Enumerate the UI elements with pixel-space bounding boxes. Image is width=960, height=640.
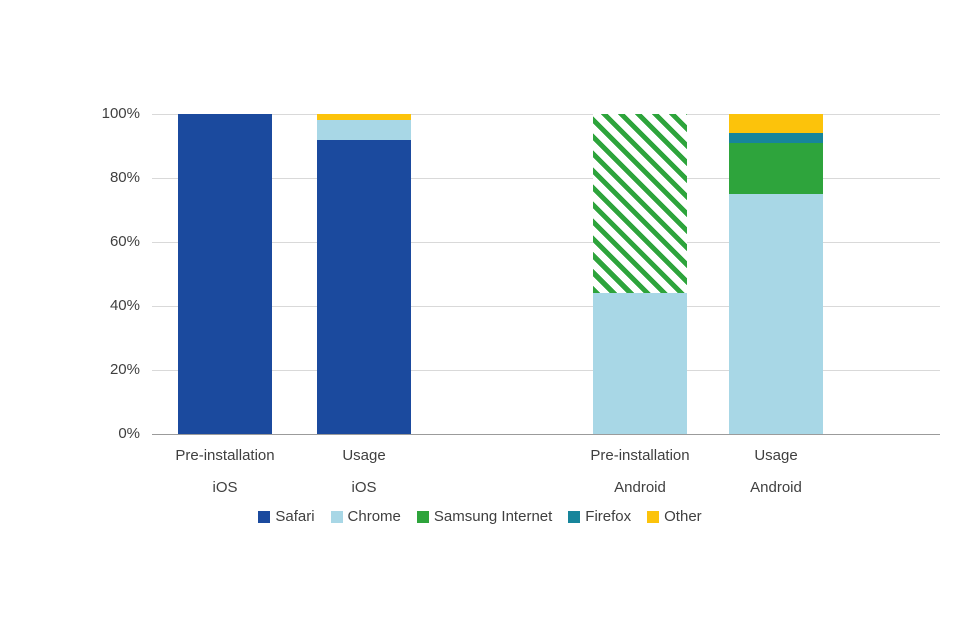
x-axis-line <box>152 434 940 435</box>
legend-item-firefox: Firefox <box>568 508 631 525</box>
legend-swatch-chrome <box>330 510 343 523</box>
gridline <box>152 306 940 307</box>
category-label-line2: iOS <box>351 479 377 496</box>
segment-other <box>729 114 823 134</box>
y-tick-label: 100% <box>101 105 140 122</box>
category-label-line1: Pre-installation <box>590 447 690 464</box>
y-tick-label: 40% <box>109 297 140 314</box>
y-tick-label: 60% <box>109 233 140 250</box>
category-label-pre-installation-android: Pre-installation Android <box>590 446 689 498</box>
legend-item-chrome: Chrome <box>330 508 401 525</box>
segment-chrome <box>317 120 411 140</box>
y-tick-label: 20% <box>109 361 140 378</box>
bar-pre-installation-android <box>593 114 687 434</box>
segment-other <box>317 114 411 121</box>
category-label-line1: Usage <box>754 447 798 464</box>
bar-pre-installation-ios <box>178 114 272 434</box>
y-axis: 0% 20% 40% 60% 80% 100% <box>60 105 140 442</box>
bar-usage-android <box>729 114 823 434</box>
segment-chrome <box>729 194 823 434</box>
segment-samsung-internet <box>593 114 687 294</box>
y-tick-label: 0% <box>118 425 140 442</box>
plot-area: Pre-installation iOS Usage iOS Pre-installat… <box>152 114 940 496</box>
y-tick-label: 80% <box>109 169 140 186</box>
category-label-line1: Usage <box>342 447 386 464</box>
segment-firefox <box>729 133 823 143</box>
segment-safari <box>178 114 272 434</box>
segment-chrome <box>593 293 687 434</box>
legend-item-other: Other <box>647 508 702 525</box>
gridline <box>152 242 940 243</box>
gridline <box>152 114 940 115</box>
category-label-line1: Pre-installation <box>175 447 275 464</box>
legend: Safari Chrome Samsung Internet Firefox Other <box>0 508 960 525</box>
category-label-line2: Android <box>750 479 802 496</box>
legend-item-safari: Safari <box>258 508 315 525</box>
bar-usage-ios <box>317 114 411 434</box>
legend-swatch-other <box>647 510 660 523</box>
legend-swatch-samsung-internet <box>416 510 429 523</box>
segment-samsung-internet <box>729 142 823 194</box>
legend-label-firefox: Firefox <box>585 508 632 525</box>
category-label-line2: iOS <box>212 479 238 496</box>
gridline <box>152 178 940 179</box>
segment-safari <box>317 139 411 434</box>
legend-swatch-firefox <box>568 510 581 523</box>
category-label-pre-installation-ios: Pre-installation iOS <box>175 446 274 498</box>
gridline <box>152 370 940 371</box>
legend-label-safari: Safari <box>275 508 315 525</box>
category-label-usage-android: Usage Android <box>750 446 802 498</box>
legend-label-other: Other <box>664 508 702 525</box>
category-label-usage-ios: Usage iOS <box>342 446 385 498</box>
legend-swatch-safari <box>258 510 271 523</box>
legend-label-chrome: Chrome <box>347 508 401 525</box>
category-label-line2: Android <box>614 479 666 496</box>
legend-label-samsung-internet: Samsung Internet <box>433 508 553 525</box>
legend-item-samsung-internet: Samsung Internet <box>416 508 553 525</box>
